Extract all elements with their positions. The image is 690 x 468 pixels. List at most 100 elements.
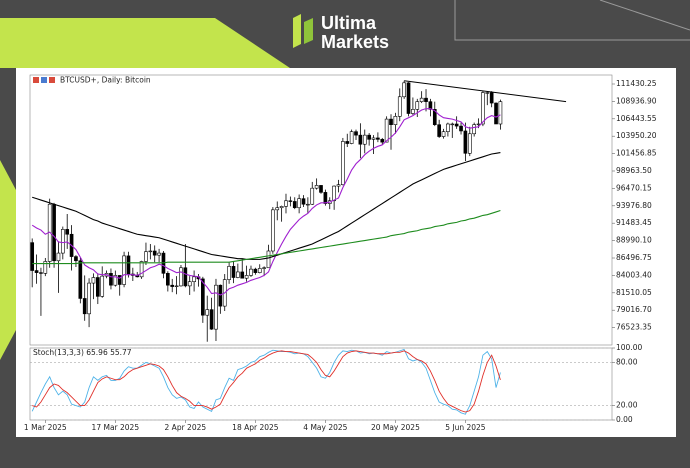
x-tick-label: 2 Apr 2025 [165,423,207,432]
candle-body [95,277,100,297]
candle-body [214,284,218,330]
y-tick-label: 111430.25 [616,79,657,88]
y-tick-label: 91483.45 [616,218,652,227]
candle-body [205,309,210,316]
candle-body [485,92,490,94]
candle-body [472,124,476,135]
candle-body [380,139,385,143]
logo-mark [293,14,301,48]
candle-body [152,250,157,256]
candle-body [345,141,350,144]
icon [41,77,47,83]
candle-body [411,109,415,114]
y-tick-label: 93976.80 [616,201,652,210]
candle-body [170,284,175,287]
icon [33,77,39,83]
candle-body [257,268,262,273]
candle-body [384,118,389,143]
candle-body [336,184,341,187]
candle-body [266,250,271,269]
candle-body [240,271,245,279]
y-tick-label: 84003.40 [616,270,652,279]
candle-body [74,256,78,262]
y-tick-label: 106443.55 [616,114,657,123]
y-tick-label: 100.00 [616,343,642,352]
candle-body [87,282,91,315]
candle-body [393,116,398,125]
candle-body [376,137,380,140]
candle-body [179,267,183,287]
y-tick-label: 101456.85 [616,149,657,158]
candle-body [65,229,70,235]
candle-body [419,97,424,102]
symbol-icons [33,77,55,83]
candle-body [148,250,153,253]
candle-body [231,266,236,278]
candle-body [201,278,205,316]
candle-body [218,284,223,307]
y-tick-label: 88990.10 [616,236,652,245]
candle-body [362,134,367,145]
candle-body [192,276,196,283]
candle-body [275,207,280,211]
brand-line1: Ultima [321,13,377,33]
decor-line [599,0,690,31]
candle-body [279,206,284,209]
x-tick-label: 20 May 2025 [371,423,420,432]
candle-body [122,255,126,285]
stoch-plot-frame [29,347,613,421]
candle-body [253,268,258,273]
candle-body [306,203,310,206]
candle-body [463,130,468,154]
x-tick-label: 1 Mar 2025 [24,423,67,432]
candle-body [498,101,503,125]
y-tick-label: 0.00 [616,415,633,424]
candle-body [271,209,275,252]
x-tick-label: 4 May 2025 [303,423,347,432]
candle-body [126,255,131,275]
x-tick-label: 5 Jun 2025 [445,423,486,432]
logo: Ultima Markets [293,13,389,52]
candle-body [454,123,459,127]
candle-body [262,267,266,269]
brand-band-left [0,160,16,360]
candle-body [459,125,463,132]
x-tick-label: 17 Mar 2025 [92,423,140,432]
candle-body [183,267,188,287]
candle-body [157,252,161,256]
candle-body [424,97,428,102]
y-tick-label: 20.00 [616,401,638,410]
candle-body [34,270,39,273]
candle-body [91,277,96,284]
candle-body [284,200,288,207]
candle-body [397,96,402,117]
candle-body [367,134,371,140]
moving-average [31,108,501,296]
candle-body [450,123,455,126]
brand-line2: Markets [321,32,389,52]
candle-body [30,242,35,271]
y-tick-label: 103950.20 [616,131,657,140]
candle-body [113,275,118,286]
candle-body [341,141,345,186]
indicator-line [32,350,501,413]
candle-body [415,101,420,110]
candle-body [292,201,297,209]
candle-body [227,266,231,280]
main-plot-frame [29,74,613,346]
trend-line [404,80,567,103]
chart-panel [16,68,676,437]
candle-body [310,187,315,205]
y-tick-label: 79016.70 [616,305,652,314]
candle-body [288,200,293,202]
candle-body [402,82,406,98]
candle-body [332,185,336,202]
candle-body [446,123,450,132]
candle-body [52,203,56,262]
candle-body [354,131,358,136]
candle-body [467,133,472,154]
candle-body [481,92,485,125]
y-tick-label: 80.00 [616,357,638,366]
candle-body [209,309,214,330]
candle-body [494,102,498,125]
